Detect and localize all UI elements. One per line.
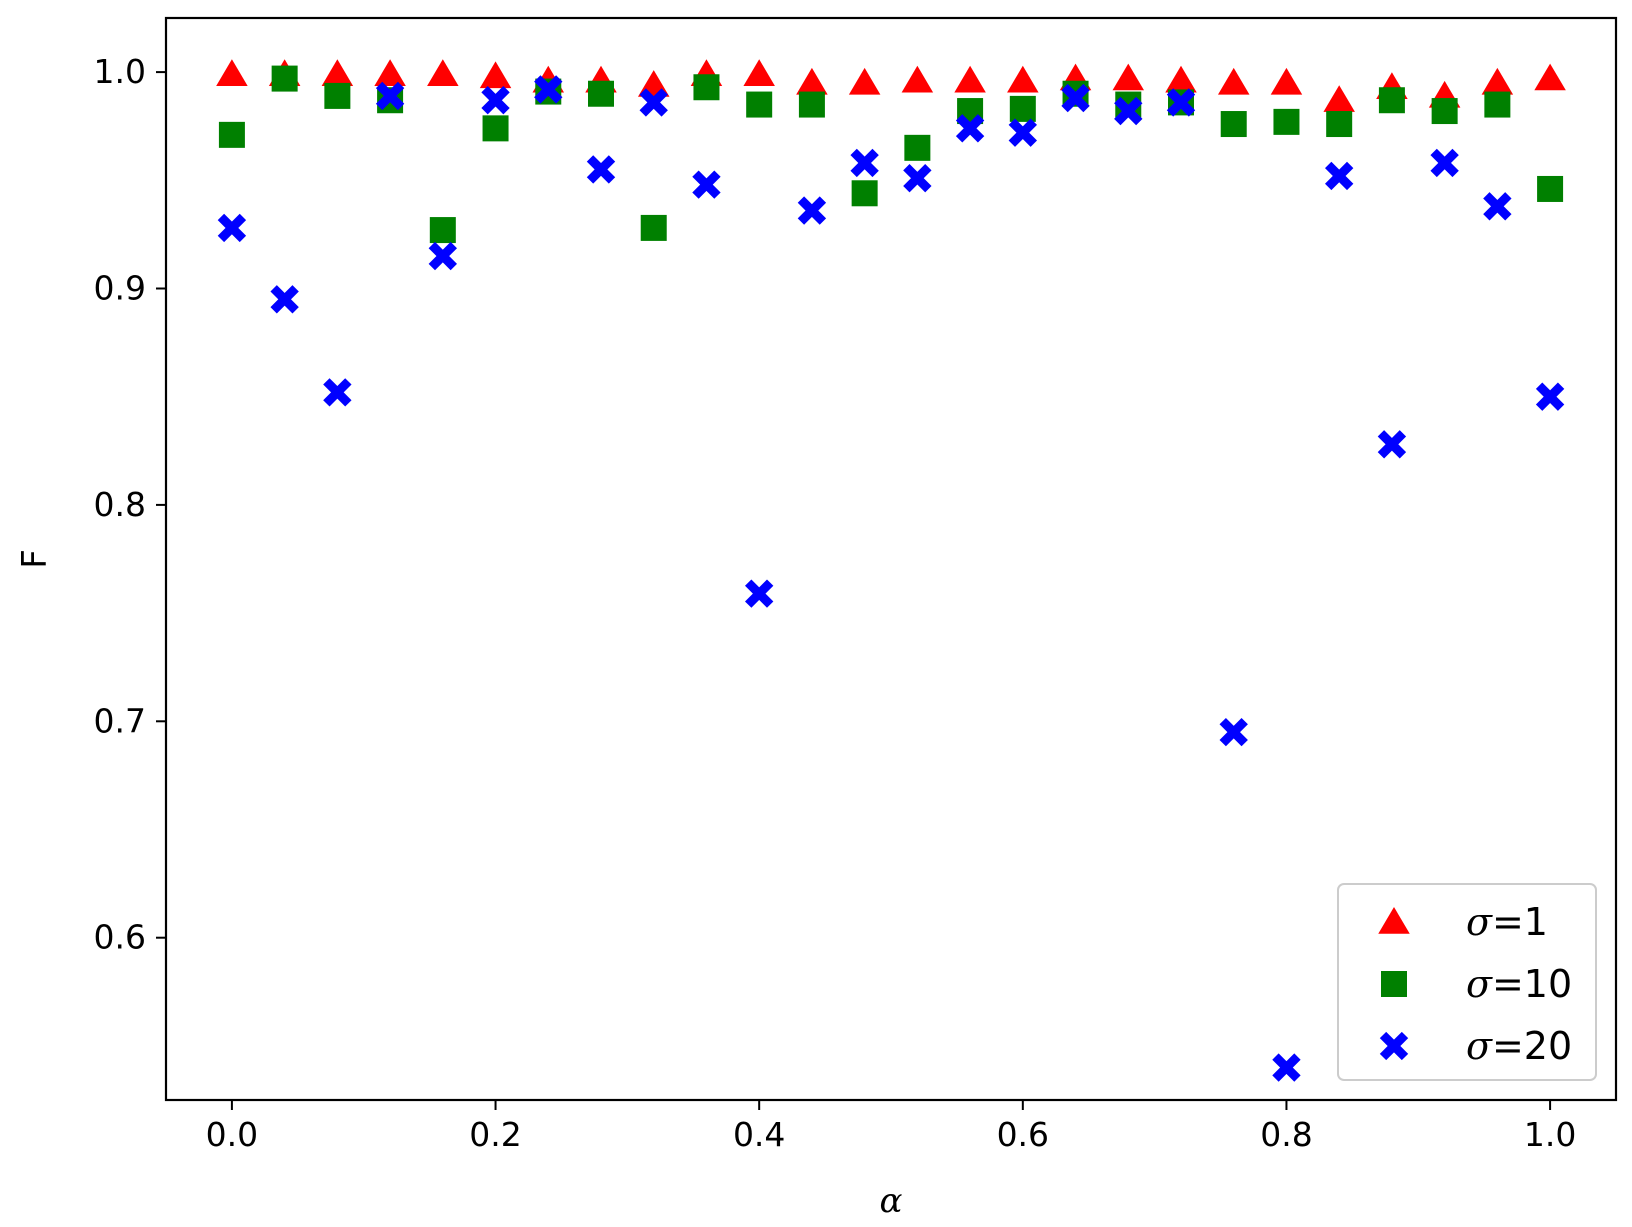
- data-point-square: [271, 65, 298, 92]
- data-point-x: [1219, 717, 1248, 747]
- data-point-triangle: [321, 59, 354, 86]
- data-point-x: [1114, 96, 1143, 126]
- legend: σ=1σ=10σ=20: [1337, 883, 1597, 1081]
- data-point-triangle: [1217, 67, 1250, 95]
- data-point-triangle: [427, 59, 459, 86]
- legend-label-value: =1: [1492, 900, 1548, 944]
- x-tick-label: 1.0: [1524, 1115, 1576, 1154]
- data-point-triangle: [1270, 67, 1303, 95]
- data-point-square: [798, 91, 825, 118]
- series-3: [217, 75, 1565, 1082]
- data-point-x: [534, 75, 563, 104]
- data-point-triangle: [1007, 65, 1039, 93]
- data-point-square: [429, 217, 456, 244]
- legend-label: σ=20: [1466, 1024, 1572, 1068]
- data-point-x: [1166, 88, 1196, 117]
- data-point-x: [481, 86, 510, 115]
- data-point-square: [1431, 98, 1458, 125]
- data-point-triangle: [1165, 65, 1197, 93]
- legend-label-value: =10: [1492, 962, 1572, 1006]
- y-tick-label: 0.9: [94, 269, 146, 308]
- axes: 0.0 0.2 0.4 0.6 0.8 1.0 0.6 0.7 0.8 0.9 1.0: [94, 16, 1618, 1154]
- data-point-x: [586, 155, 616, 184]
- data-point-square: [588, 80, 614, 107]
- data-point-triangle: [479, 61, 512, 89]
- data-point-x: [639, 88, 668, 117]
- data-point-triangle: [848, 67, 881, 95]
- y-tick-label: 0.8: [94, 485, 146, 524]
- x-tick-label: 0.4: [733, 1115, 785, 1154]
- data-point-square: [851, 180, 878, 207]
- x-tick-label: 0.6: [997, 1115, 1049, 1154]
- data-point-square: [1326, 111, 1353, 138]
- data-point-x: [903, 163, 932, 193]
- data-point-square: [324, 82, 351, 109]
- x-axis-label: α: [880, 1181, 903, 1221]
- data-point-x: [692, 170, 721, 199]
- data-point-x: [428, 241, 458, 271]
- data-point-triangle: [901, 65, 934, 93]
- x-tick-label: 0.2: [469, 1115, 521, 1154]
- data-point-x: [323, 378, 352, 407]
- data-point-square: [1537, 175, 1564, 202]
- x-tick-label: 0.0: [206, 1115, 258, 1154]
- data-point-x: [1430, 148, 1459, 178]
- data-point-square: [1009, 95, 1036, 122]
- data-point-triangle: [216, 59, 248, 86]
- data-point-square: [746, 91, 773, 118]
- data-point-triangle: [1534, 63, 1566, 91]
- data-point-triangle: [743, 59, 775, 86]
- legend-item: σ=1: [1378, 900, 1548, 944]
- data-point-x: [955, 114, 985, 143]
- data-point-x: [1483, 192, 1512, 221]
- data-point-x: [1377, 430, 1407, 459]
- data-point-x: [744, 579, 774, 608]
- data-point-triangle: [796, 67, 828, 95]
- data-point-x: [1061, 83, 1090, 113]
- data-point-x: [270, 285, 299, 314]
- legend-label-value: =20: [1492, 1024, 1572, 1068]
- data-point-square: [693, 74, 720, 101]
- legend-label: σ=10: [1466, 962, 1572, 1006]
- data-point-x: [1324, 161, 1354, 191]
- legend-marker-triangle: [1378, 907, 1410, 934]
- legend-label-symbol: σ: [1466, 900, 1493, 944]
- data-point-square: [1220, 111, 1247, 138]
- data-point-square: [218, 121, 245, 148]
- legend-label-symbol: σ: [1466, 1024, 1493, 1068]
- data-point-x: [797, 196, 827, 225]
- data-point-triangle: [1481, 67, 1514, 95]
- data-point-square: [640, 214, 667, 241]
- plot-frame: [164, 16, 1618, 1102]
- data-point-triangle: [1323, 85, 1355, 112]
- legend-label: σ=1: [1466, 900, 1548, 944]
- data-point-x: [375, 81, 405, 111]
- legend-item: σ=20: [1379, 1024, 1572, 1068]
- legend-item: σ=10: [1381, 962, 1572, 1006]
- data-point-triangle: [374, 59, 406, 86]
- y-tick-label: 0.7: [94, 701, 146, 740]
- data-point-square: [1378, 87, 1405, 114]
- data-point-triangle: [1112, 63, 1145, 91]
- data-point-square: [904, 134, 931, 161]
- data-point-square: [1273, 108, 1300, 135]
- data-point-x: [1008, 118, 1038, 147]
- legend-marker-x: [1379, 1031, 1409, 1061]
- data-point-square: [482, 115, 509, 142]
- y-tick-label: 1.0: [94, 52, 146, 91]
- data-point-x: [850, 148, 879, 178]
- legend-marker-square: [1381, 971, 1407, 997]
- data-point-x: [1535, 382, 1565, 411]
- data-point-x: [217, 213, 247, 243]
- y-tick-label: 0.6: [94, 918, 146, 957]
- legend-label-symbol: σ: [1466, 962, 1493, 1006]
- x-tick-label: 0.8: [1260, 1115, 1312, 1154]
- data-points: [216, 59, 1566, 1082]
- data-point-square: [1484, 91, 1511, 118]
- data-point-triangle: [954, 65, 986, 93]
- y-axis-label: F: [15, 549, 55, 569]
- data-point-x: [1272, 1053, 1301, 1082]
